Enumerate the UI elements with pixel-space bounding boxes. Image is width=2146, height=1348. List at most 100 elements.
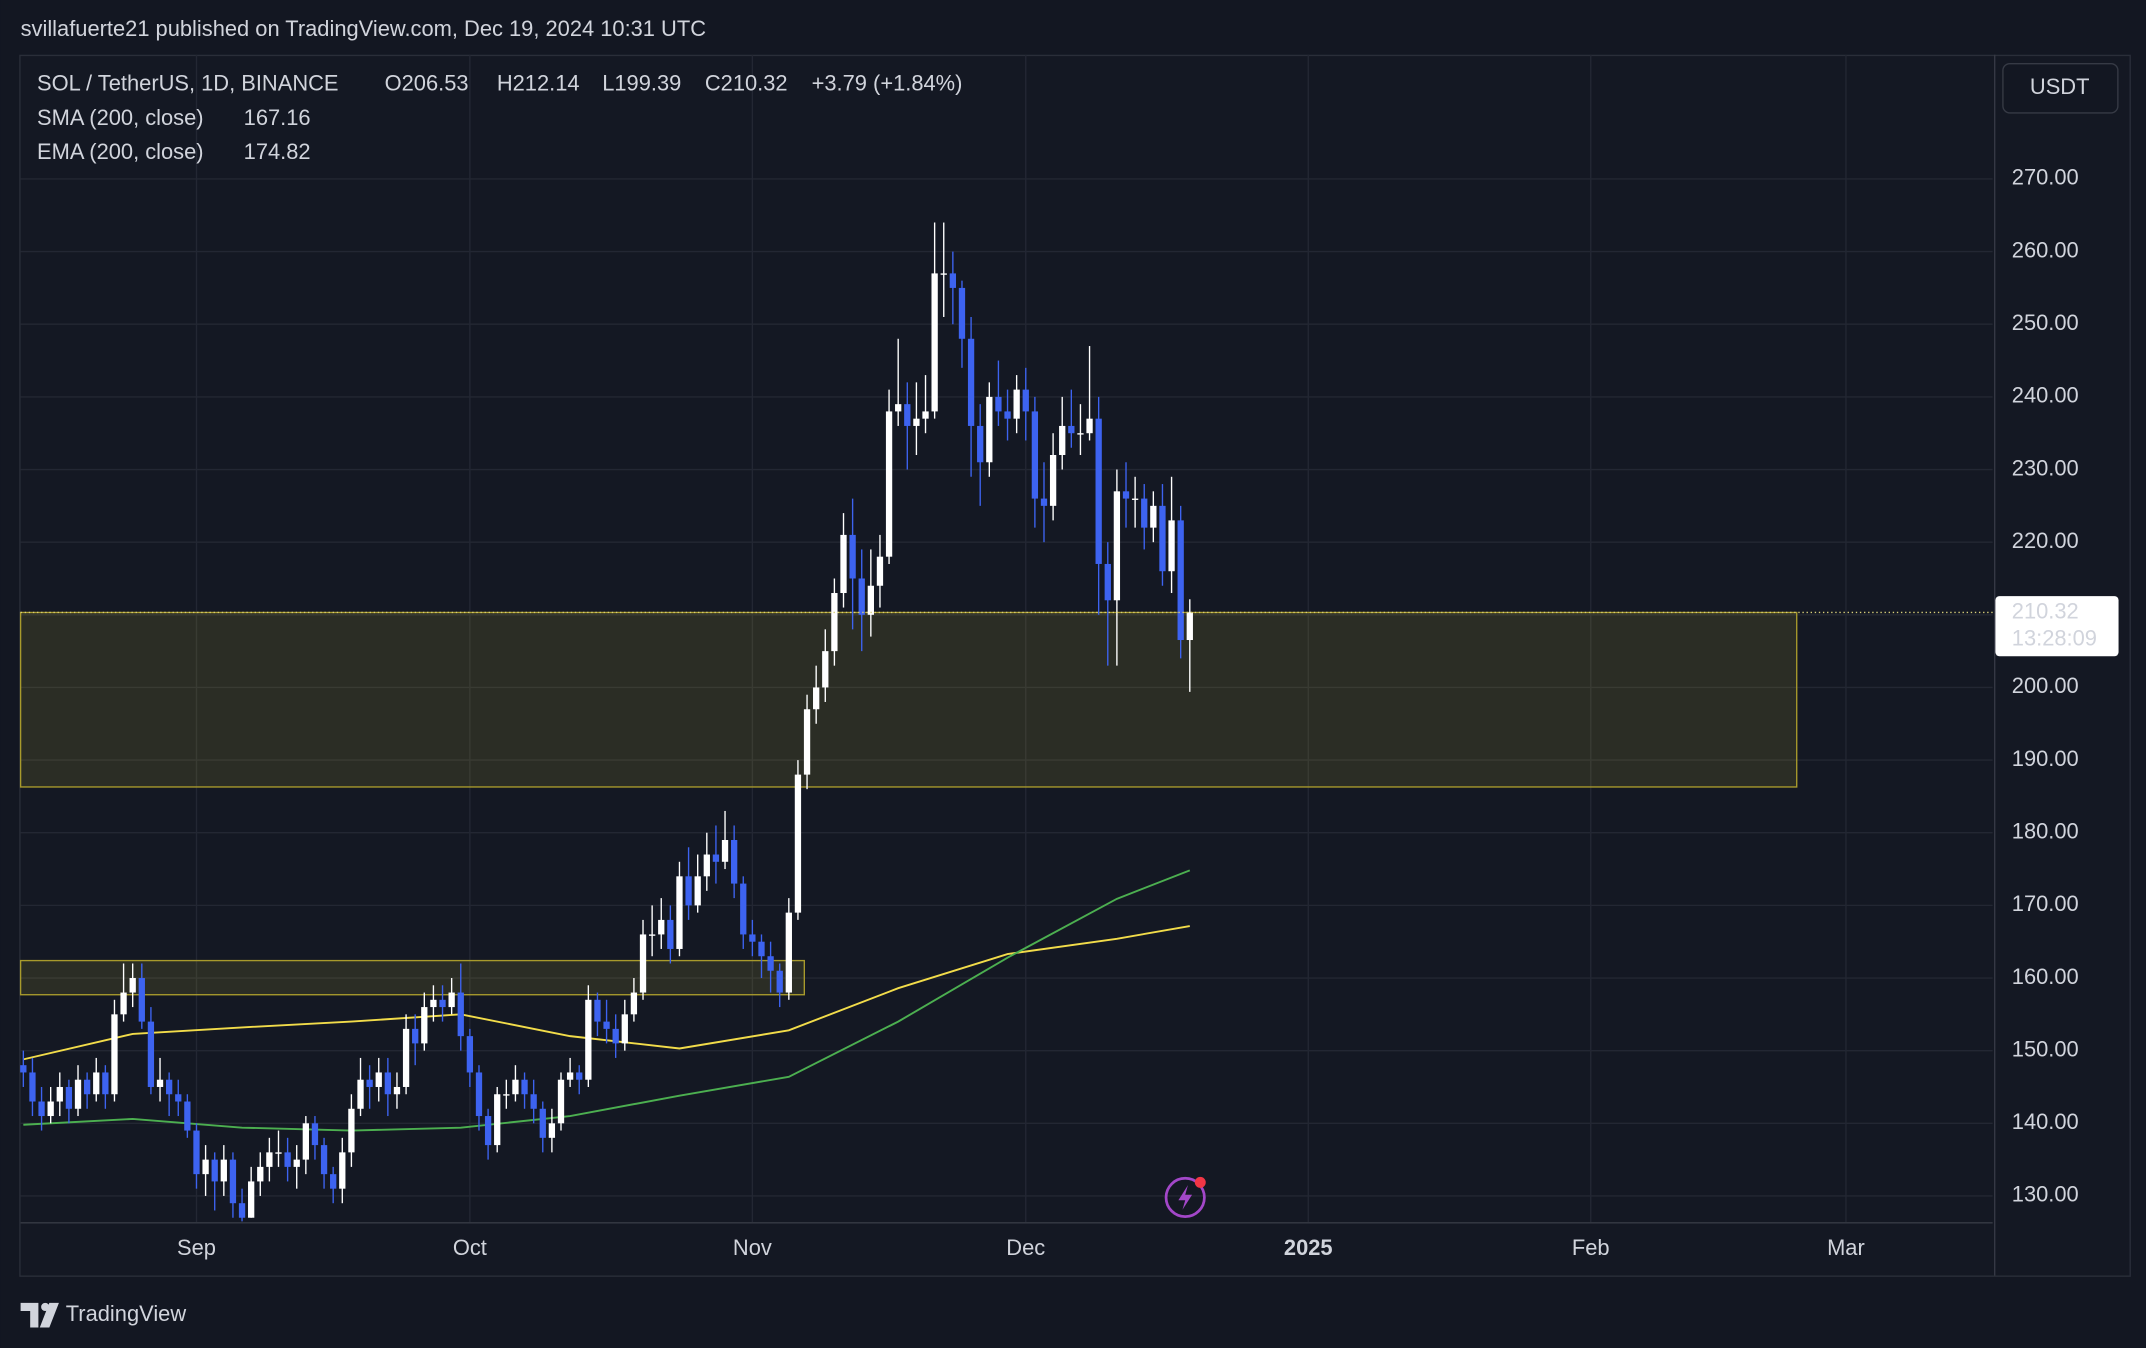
candle-body [1113, 491, 1121, 601]
x-tick-label: Feb [1572, 1235, 1610, 1260]
candle-body [202, 1159, 209, 1175]
candle-body [557, 1079, 565, 1124]
candle-body [1040, 498, 1048, 506]
candle-body [685, 876, 692, 906]
candle-body [658, 919, 665, 935]
candle-body [858, 578, 865, 615]
candle-body [521, 1079, 528, 1095]
candle-body [402, 1028, 410, 1087]
sma-label: SMA (200, close) [37, 105, 204, 130]
candle-body [721, 839, 729, 862]
candle-body [603, 1021, 610, 1029]
candle-body [612, 1028, 619, 1044]
y-tick-label: 140.00 [2012, 1109, 2079, 1134]
candle-body [958, 287, 966, 339]
candle-body [357, 1079, 364, 1109]
y-tick-label: 130.00 [2012, 1182, 2079, 1207]
candle-body [211, 1159, 218, 1182]
candle-body [767, 956, 774, 971]
candle-body [1104, 563, 1111, 601]
candle-body [156, 1079, 164, 1087]
brand-name[interactable]: TradingView [66, 1301, 187, 1326]
y-tick-label: 200.00 [2012, 673, 2079, 698]
candle-body [1077, 433, 1084, 435]
candle-body [257, 1166, 264, 1182]
candle-body [1177, 520, 1184, 641]
x-tick-label: Dec [1006, 1235, 1045, 1260]
candle-body [83, 1079, 91, 1095]
candle-body [93, 1072, 100, 1095]
candle-body [120, 992, 127, 1015]
price-tag-countdown: 13:28:09 [2012, 626, 2097, 651]
candle-body [1186, 612, 1193, 641]
currency-button[interactable] [2002, 62, 2119, 114]
ohlc-low: L199.39 [602, 71, 681, 96]
candle-body [466, 1036, 474, 1073]
y-tick-label: 160.00 [2012, 964, 2079, 989]
x-tick-label: Oct [453, 1235, 487, 1260]
y-tick-label: 250.00 [2012, 310, 2079, 335]
candle-body [849, 534, 856, 579]
candle-body [412, 1028, 419, 1044]
ema-value: 174.82 [244, 139, 311, 164]
y-tick-label: 180.00 [2012, 819, 2079, 844]
zone [19, 611, 1798, 788]
candle-body [1095, 418, 1102, 564]
candle-body [758, 941, 765, 957]
candle-body [375, 1072, 382, 1087]
alert-circle[interactable] [1164, 1176, 1206, 1218]
candle-body [1068, 425, 1075, 434]
candle-body [238, 1203, 246, 1218]
candle-body [1168, 520, 1175, 572]
candle-body [621, 1014, 628, 1044]
candle-body [284, 1152, 291, 1167]
candle-body [1086, 418, 1093, 434]
candle-body [457, 992, 464, 1037]
y-tick-label: 190.00 [2012, 746, 2079, 771]
candle-body [193, 1130, 200, 1175]
candle-body [967, 338, 975, 426]
alert-dot[interactable] [1194, 1176, 1206, 1188]
candle-body [320, 1145, 328, 1175]
candle-body [1004, 411, 1011, 419]
y-tick-label: 150.00 [2012, 1036, 2079, 1061]
candle-body [1022, 389, 1029, 412]
ohlc-high: H212.14 [497, 71, 580, 96]
sma-value: 167.16 [244, 105, 311, 130]
brand-logo[interactable]: TradingView [20, 1301, 187, 1328]
candle-body [794, 774, 802, 913]
candle-body [384, 1072, 392, 1095]
currency-label[interactable]: USDT [2030, 74, 2090, 99]
ohlc-open: O206.53 [385, 71, 469, 96]
candle-body [138, 978, 145, 1022]
candle-body [986, 396, 993, 463]
candle-body [47, 1101, 54, 1117]
alert-bolt[interactable] [1178, 1185, 1193, 1210]
candle-body [348, 1108, 355, 1153]
candle-body [102, 1072, 109, 1095]
logo-mark[interactable] [20, 1302, 39, 1328]
candle-body [220, 1159, 227, 1182]
candle-body [393, 1086, 401, 1095]
candle-body [266, 1152, 273, 1167]
candle-body [74, 1079, 82, 1109]
alert-icon[interactable] [1164, 1176, 1206, 1218]
candle-body [977, 425, 984, 463]
candle-body [712, 854, 720, 862]
candle-body [129, 978, 136, 993]
ema-label: EMA (200, close) [37, 139, 204, 164]
zones [19, 611, 1798, 996]
candles [20, 222, 1993, 1222]
candle-body [630, 992, 638, 1015]
candle-body [785, 912, 792, 993]
candle-body [876, 556, 884, 586]
candle-body [175, 1094, 182, 1102]
candle-body [995, 396, 1002, 412]
candle-body [56, 1086, 63, 1102]
candle-body [548, 1123, 556, 1138]
logo-slash[interactable] [39, 1302, 59, 1328]
candle-body [530, 1094, 537, 1109]
candle-body [65, 1086, 73, 1109]
